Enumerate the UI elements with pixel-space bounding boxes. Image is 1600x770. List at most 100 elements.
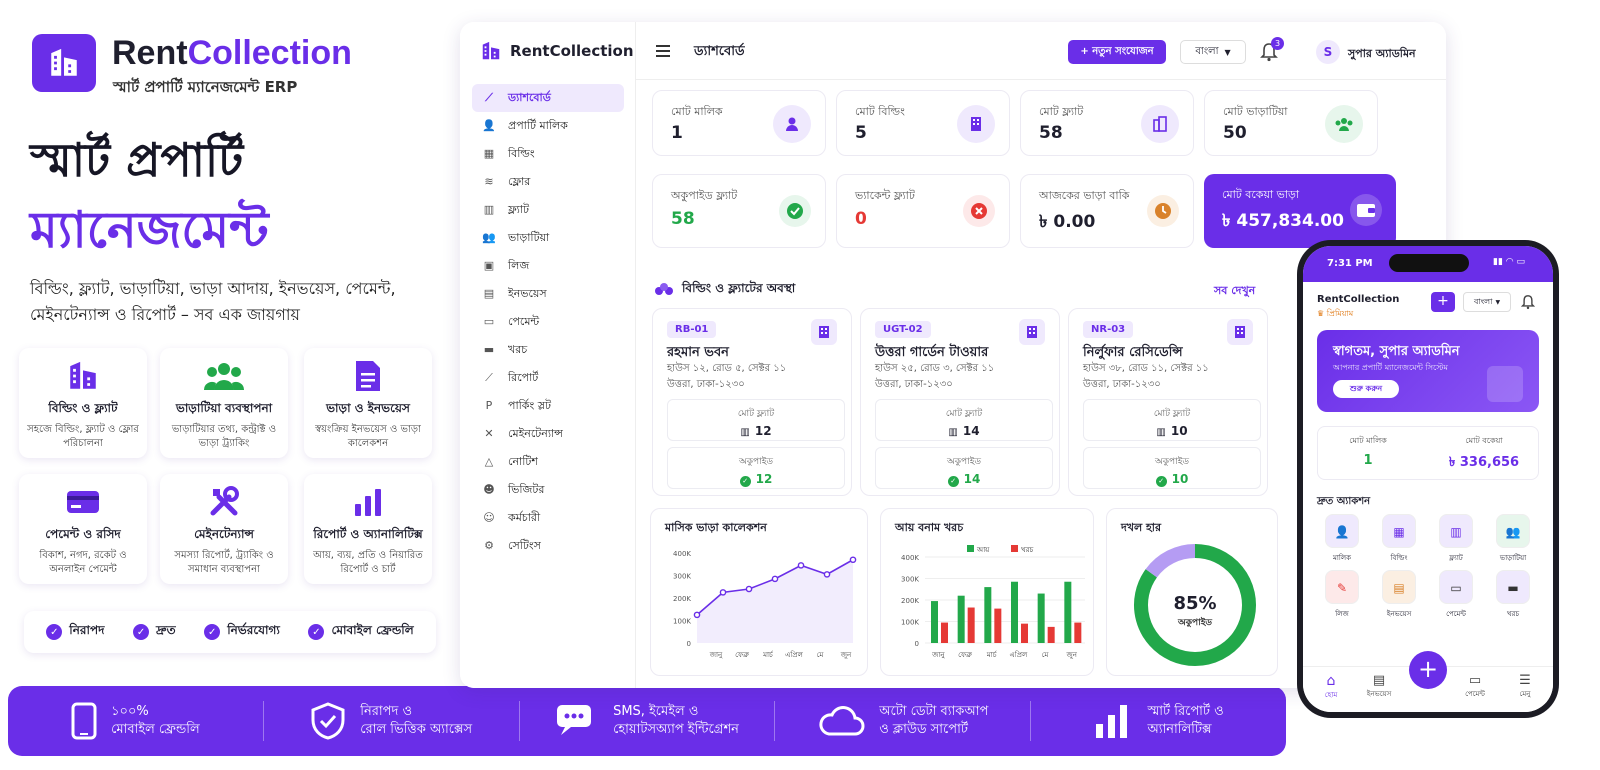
donut-slice: [1134, 544, 1256, 666]
line-chart-card: মাসিক ভাড়া কালেকশন 0 100K 200K 300K 400K জান…: [650, 508, 868, 676]
sidebar-item-17[interactable]: ⚙ সেটিংস: [472, 532, 624, 560]
donut-chart-title: দখল হার: [1121, 521, 1162, 534]
feature-desc: বিকাশ, নগদ, রকেট ও অনলাইন পেমেন্ট: [39, 550, 127, 575]
sidebar-item-1[interactable]: ⟋ ড্যাশবোর্ড: [472, 84, 624, 112]
sidebar: RentCollection ⟋ ড্যাশবোর্ড 👤 প্রপার্টি মাল…: [460, 22, 636, 688]
phone-status-bar: 7:31 PM ▮▮ ◠ ▭: [1303, 246, 1553, 282]
total-flat-value: ▥ 14: [948, 424, 980, 438]
bar: [1064, 581, 1072, 643]
stat-card: মোট বকেয়া ভাড়া ৳ 457,834.00: [1204, 174, 1396, 248]
sidebar-item-4[interactable]: ≋ ফ্লোর: [472, 168, 624, 196]
sidebar-item-16[interactable]: ☺ কর্মচারী: [472, 504, 624, 532]
donut-value: 85%: [1173, 593, 1216, 614]
x-tick-label: মে: [817, 651, 824, 659]
bar-chart-icon: [304, 484, 432, 520]
quick-action-1[interactable]: 👤 মালিক: [1317, 514, 1367, 564]
sidebar-item-13[interactable]: ✕ মেইনটেন্যান্স: [472, 420, 624, 448]
sidebar-item-label: সেটিংস: [508, 538, 541, 552]
occupied-label: অকুপাইড: [738, 457, 774, 467]
user-name[interactable]: সুপার অ্যাডমিন: [1348, 47, 1416, 60]
feature-desc: সহজে বিল্ডিং, ফ্ল্যাট ও ফ্লোর পরিচালনা: [27, 424, 139, 449]
quick-action-7[interactable]: ▭ পেমেন্ট: [1431, 570, 1481, 620]
invoice-icon: ▤: [1382, 570, 1416, 604]
gear-icon: ⚙: [484, 539, 494, 552]
sidebar-item-9[interactable]: ▭ পেমেন্ট: [472, 308, 624, 336]
sidebar-item-7[interactable]: ▣ লিজ: [472, 252, 624, 280]
quick-action-5[interactable]: ✎ লিজ: [1317, 570, 1367, 620]
total-flat-box: মোট ফ্ল্যাট ▥ 12: [667, 399, 845, 441]
sidebar-item-6[interactable]: 👥 ভাড়াটিয়া: [472, 224, 624, 252]
nav-menu[interactable]: ☰ মেনু: [1507, 673, 1543, 700]
phone-fab-add-button[interactable]: +: [1409, 651, 1447, 689]
phone-bell-icon[interactable]: [1520, 294, 1536, 314]
user-icon: [773, 105, 811, 143]
language-select[interactable]: বাংলা ▼: [1180, 40, 1246, 64]
phone-add-button[interactable]: +: [1431, 292, 1455, 312]
donut-chart: 85% অকুপাইড: [1134, 544, 1256, 666]
y-tick-label: 400K: [901, 554, 919, 562]
quick-action-label: ভাড়াটিয়া: [1499, 554, 1527, 562]
line-point: [849, 556, 857, 564]
nav-home[interactable]: ⌂ হোম: [1313, 673, 1349, 701]
feature-title: ভাড়াটিয়া ব্যবস্থাপনা: [175, 401, 273, 415]
bell-icon[interactable]: 3: [1260, 37, 1284, 66]
nav-invoice[interactable]: ▤ ইনভয়েস: [1357, 673, 1401, 700]
y-tick-label: 100K: [901, 619, 919, 627]
brand-name: RentCollection: [112, 34, 352, 72]
sidebar-item-label: ফ্লোর: [508, 174, 531, 188]
total-flat-label: মোট ফ্ল্যাট: [945, 409, 983, 419]
sidebar-item-2[interactable]: 👤 প্রপার্টি মালিক: [472, 112, 624, 140]
payment-icon: ▭: [1468, 673, 1482, 688]
quick-action-2[interactable]: ▦ বিল্ডিং: [1374, 514, 1424, 564]
sidebar-item-10[interactable]: ▬ খরচ: [472, 336, 624, 364]
users-icon: 👥: [1496, 514, 1530, 548]
x-tick-label: মার্চ: [762, 651, 773, 659]
building-card[interactable]: UGT-02 উত্তরা গার্ডেন টাওয়ার হাউস ২৫, রোড…: [860, 308, 1060, 496]
nav-payment[interactable]: ▭ পেমেন্ট: [1453, 673, 1497, 700]
feature-desc: স্বয়ংক্রিয় ইনভয়েস ও ভাড়া কালেকশন: [315, 424, 421, 449]
sidebar-item-5[interactable]: ▥ ফ্ল্যাট: [472, 196, 624, 224]
sidebar-item-3[interactable]: ▦ বিল্ডিং: [472, 140, 624, 168]
sidebar-item-12[interactable]: P পার্কিং স্লট: [472, 392, 624, 420]
building-card[interactable]: RB-01 রহমান ভবন হাউস ১২, রোড ৫, সেক্টর ১১ উ…: [652, 308, 852, 496]
add-new-button[interactable]: + নতুন সংযোজন: [1068, 40, 1166, 64]
hero-title-line2: ম্যানেজমেন্ট: [30, 201, 269, 259]
building-icon: [19, 358, 147, 394]
quick-action-8[interactable]: ▬ খরচ: [1488, 570, 1538, 620]
bar: [1037, 593, 1045, 643]
phone-mockup: 7:31 PM ▮▮ ◠ ▭ RentCollection ♛ প্রিমিয়…: [1297, 240, 1559, 718]
building-icon: [811, 319, 837, 345]
donut-chart-card: দখল হার 85% অকুপাইড: [1106, 508, 1278, 676]
line-point: [719, 589, 727, 596]
report-icon: ⟋: [485, 371, 493, 384]
flat-icon: [1141, 105, 1179, 143]
feature-checks: ✓ নিরাপদ ✓ দ্রুত ✓ নির্ভরযোগ্য ✓ মোবাইল ফ্রে…: [24, 611, 436, 653]
stat-card: মোট বিল্ডিং 5: [836, 90, 1010, 156]
start-button[interactable]: শুরু করুন: [1333, 380, 1399, 398]
x-tick-label: জানু: [709, 651, 723, 659]
bar-chart-title: আয় বনাম খরচ: [895, 521, 964, 534]
sidebar-item-11[interactable]: ⟋ রিপোর্ট: [472, 364, 624, 392]
card-icon: [19, 484, 147, 520]
tools-icon: [160, 484, 288, 520]
building-icon: [1487, 366, 1523, 402]
parking-icon: P: [485, 399, 493, 412]
sidebar-item-label: ফ্ল্যাট: [508, 202, 530, 216]
quick-action-3[interactable]: ▥ ফ্ল্যাট: [1431, 514, 1481, 564]
welcome-subtitle: আপনার প্রপার্টি ম্যানেজমেন্ট সিস্টেম: [1333, 363, 1448, 372]
sidebar-item-15[interactable]: ☻ ভিজিটর: [472, 476, 624, 504]
y-tick-label: 300K: [673, 573, 691, 581]
avatar[interactable]: S: [1316, 40, 1340, 64]
quick-action-4[interactable]: 👥 ভাড়াটিয়া: [1488, 514, 1538, 564]
check-icon: ✓: [308, 624, 325, 640]
phone-language-select[interactable]: বাংলা ▼: [1463, 292, 1511, 312]
sidebar-item-14[interactable]: △ নোটিশ: [472, 448, 624, 476]
quick-action-6[interactable]: ▤ ইনভয়েস: [1374, 570, 1424, 620]
stat-label: আজকের ভাড়া বাকি: [1039, 189, 1130, 202]
check-item: ✓ নির্ভরযোগ্য: [204, 622, 280, 642]
see-all-link[interactable]: সব দেখুন: [1214, 284, 1256, 297]
building-card[interactable]: NR-03 নির্লুফার রেসিডেন্সি হাউস ৩৮, রোড ১১…: [1068, 308, 1268, 496]
sidebar-item-8[interactable]: ▤ ইনভয়েস: [472, 280, 624, 308]
welcome-title: স্বাগতম, সুপার অ্যাডমিন: [1333, 344, 1460, 359]
hamburger-icon[interactable]: [656, 42, 670, 61]
